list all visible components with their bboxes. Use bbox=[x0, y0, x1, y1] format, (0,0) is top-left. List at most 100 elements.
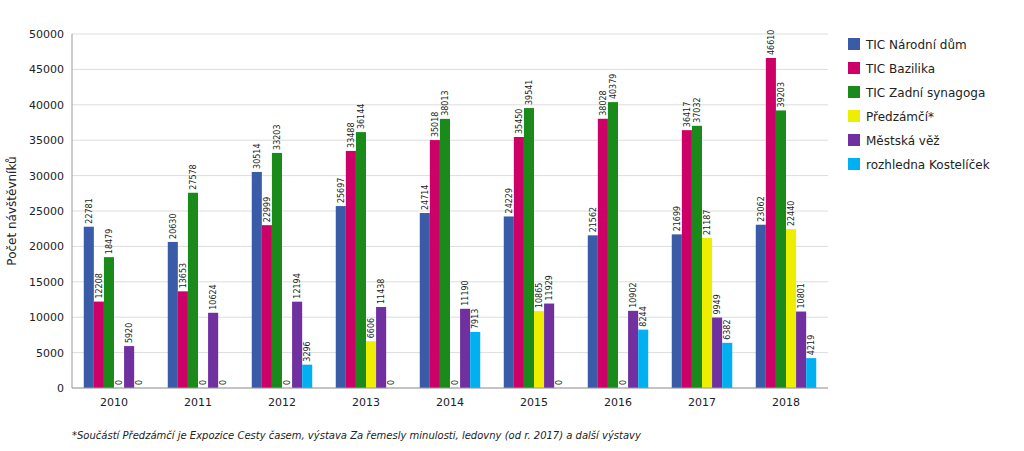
bar bbox=[440, 119, 450, 388]
data-label: 12194 bbox=[293, 273, 302, 298]
y-tick-label: 10000 bbox=[29, 311, 64, 324]
bar bbox=[272, 153, 282, 388]
bar bbox=[292, 302, 302, 388]
y-tick-label: 25000 bbox=[29, 205, 64, 218]
data-label: 6382 bbox=[723, 319, 732, 339]
data-label: 4219 bbox=[807, 335, 816, 355]
data-label: 35450 bbox=[515, 109, 524, 134]
bar bbox=[712, 318, 722, 388]
legend-entry: TIC Bazilika bbox=[865, 62, 935, 76]
x-tick-label: 2017 bbox=[688, 396, 716, 409]
data-label: 0 bbox=[555, 380, 564, 385]
bar bbox=[544, 304, 554, 388]
data-label: 27578 bbox=[189, 164, 198, 189]
grid-line bbox=[72, 34, 828, 35]
bar bbox=[796, 312, 806, 388]
bar bbox=[302, 365, 312, 388]
data-label: 21187 bbox=[703, 210, 712, 235]
bar bbox=[514, 137, 524, 388]
bar bbox=[598, 119, 608, 388]
bar bbox=[786, 229, 796, 388]
data-label: 13653 bbox=[179, 263, 188, 288]
bar bbox=[168, 242, 178, 388]
bar bbox=[430, 140, 440, 388]
data-label: 38013 bbox=[441, 90, 450, 115]
y-axis-label: Počet návštěvníků bbox=[5, 156, 19, 265]
bar bbox=[346, 151, 356, 388]
data-label: 39203 bbox=[777, 82, 786, 107]
data-label: 10624 bbox=[209, 284, 218, 309]
x-tick-label: 2010 bbox=[100, 396, 128, 409]
legend-swatch bbox=[848, 86, 860, 98]
bars bbox=[84, 58, 816, 388]
data-label: 46610 bbox=[767, 30, 776, 55]
data-label: 3296 bbox=[303, 341, 312, 361]
legend-entry: TIC Národní dům bbox=[865, 38, 967, 52]
data-label: 37032 bbox=[693, 97, 702, 122]
data-label: 8244 bbox=[639, 306, 648, 326]
data-label: 6606 bbox=[367, 318, 376, 338]
data-label: 0 bbox=[451, 380, 460, 385]
footnote: *Součástí Předzámčí je Expozice Cesty ča… bbox=[72, 430, 642, 441]
bar bbox=[94, 302, 104, 388]
data-label: 0 bbox=[219, 380, 228, 385]
legend-entry: rozhledna Kostelíček bbox=[866, 158, 990, 172]
grid-line bbox=[72, 388, 828, 389]
data-label: 21699 bbox=[673, 206, 682, 231]
bar bbox=[682, 130, 692, 388]
data-label: 24714 bbox=[421, 185, 430, 210]
data-label: 35018 bbox=[431, 112, 440, 137]
bar bbox=[376, 307, 386, 388]
bar bbox=[534, 311, 544, 388]
y-tick-label: 20000 bbox=[29, 240, 64, 253]
bar bbox=[588, 235, 598, 388]
data-label: 10902 bbox=[629, 282, 638, 307]
data-label: 22440 bbox=[787, 201, 796, 226]
bar bbox=[252, 172, 262, 388]
y-tick-label: 35000 bbox=[29, 134, 64, 147]
legend-entry: Předzámčí* bbox=[866, 110, 934, 124]
data-label: 36144 bbox=[357, 104, 366, 129]
data-label: 7913 bbox=[471, 309, 480, 329]
data-label: 12208 bbox=[95, 273, 104, 298]
data-label: 20630 bbox=[169, 213, 178, 238]
bar bbox=[104, 257, 114, 388]
bar bbox=[262, 225, 272, 388]
bar bbox=[672, 234, 682, 388]
data-label: 22999 bbox=[263, 197, 272, 222]
y-tick-label: 5000 bbox=[36, 347, 64, 360]
data-label: 39541 bbox=[525, 80, 534, 105]
data-label: 11929 bbox=[545, 275, 554, 300]
data-label: 0 bbox=[115, 380, 124, 385]
x-tick-label: 2015 bbox=[520, 396, 548, 409]
bar bbox=[470, 332, 480, 388]
bar bbox=[188, 193, 198, 388]
data-label: 33488 bbox=[347, 122, 356, 147]
data-label: 11438 bbox=[377, 279, 386, 304]
data-label: 0 bbox=[387, 380, 396, 385]
legend-swatch bbox=[848, 38, 860, 50]
bar bbox=[638, 330, 648, 388]
bar bbox=[756, 225, 766, 388]
y-tick-label: 50000 bbox=[29, 28, 64, 41]
bar bbox=[84, 227, 94, 388]
data-label: 0 bbox=[199, 380, 208, 385]
data-label: 24229 bbox=[505, 188, 514, 213]
data-label: 11190 bbox=[461, 280, 470, 305]
bar bbox=[702, 238, 712, 388]
bar bbox=[722, 343, 732, 388]
x-tick-label: 2011 bbox=[184, 396, 212, 409]
x-axis-line bbox=[72, 388, 828, 389]
y-axis-line bbox=[72, 34, 73, 388]
data-label: 22781 bbox=[85, 198, 94, 223]
data-label: 9949 bbox=[713, 294, 722, 314]
bar bbox=[178, 291, 188, 388]
data-label: 0 bbox=[283, 380, 292, 385]
legend-entry: Městská věž bbox=[866, 134, 940, 148]
data-label: 18479 bbox=[105, 229, 114, 254]
data-label: 0 bbox=[135, 380, 144, 385]
x-tick-label: 2016 bbox=[604, 396, 632, 409]
grid-line bbox=[72, 104, 828, 105]
x-tick-label: 2013 bbox=[352, 396, 380, 409]
chart: 0500010000150002000025000300003500040000… bbox=[0, 0, 1024, 451]
